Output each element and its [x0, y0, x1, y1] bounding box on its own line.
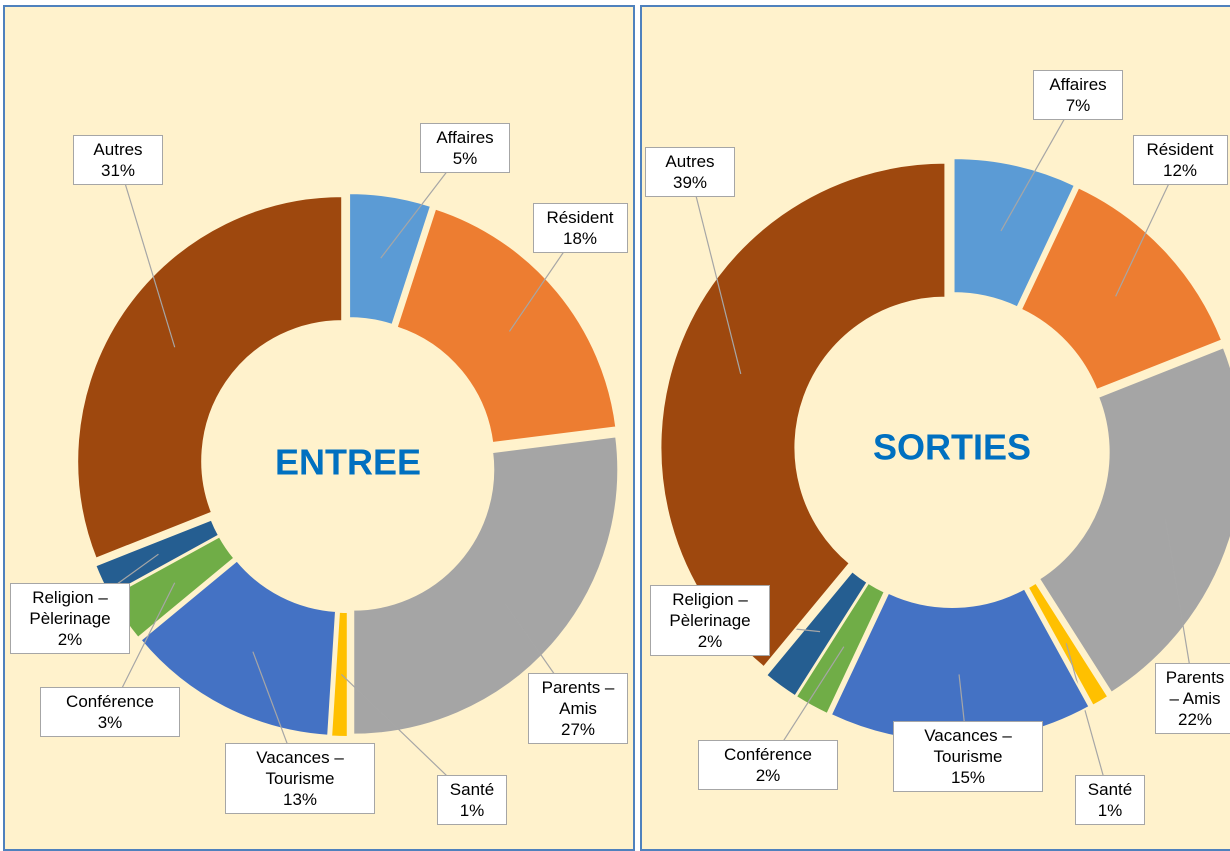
category-label: Résident [546, 208, 614, 227]
value-label: 22% [1177, 709, 1213, 729]
data-label: Vacances – Tourisme 13% [225, 742, 375, 814]
data-label: Affaires 7% [1033, 70, 1123, 120]
slice [1026, 581, 1110, 708]
data-label: Religion – Pèlerinage 2% [10, 582, 130, 654]
value-label: 1% [1097, 801, 1123, 820]
value-label: 18% [562, 229, 598, 248]
category-label: Vacances – Tourisme [256, 747, 344, 788]
slice [330, 610, 349, 738]
category-label: Autres [93, 140, 143, 159]
category-label: Religion – Pèlerinage [29, 587, 111, 628]
data-label: Santé 1% [437, 775, 507, 825]
slice [352, 435, 620, 736]
slice [952, 157, 1077, 309]
category-label: Conférence [66, 692, 154, 711]
category-label: Santé [449, 780, 495, 799]
value-label: 2% [697, 631, 723, 651]
category-label: Affaires [1049, 75, 1107, 94]
value-label: 5% [452, 149, 478, 168]
data-label: Religion – Pèlerinage 2% [650, 584, 770, 656]
category-label: Parents – Amis [1165, 667, 1225, 708]
value-label: 3% [97, 713, 123, 732]
data-label: Santé 1% [1075, 775, 1145, 825]
data-label: Parents – Amis 22% [1155, 662, 1230, 734]
leader-line [1065, 643, 1111, 801]
category-label: Autres [665, 152, 715, 171]
slice [76, 195, 344, 560]
value-label: 13% [282, 789, 318, 809]
slice [395, 207, 618, 445]
value-label: 2% [57, 629, 83, 649]
leader-line [117, 159, 176, 348]
value-label: 7% [1065, 96, 1091, 115]
data-label: Autres 39% [645, 147, 735, 197]
value-label: 39% [672, 173, 708, 192]
value-label: 12% [1162, 161, 1198, 180]
value-label: 1% [459, 801, 485, 820]
category-label: Vacances – Tourisme [924, 725, 1012, 766]
value-label: 2% [755, 766, 781, 785]
slice [1037, 345, 1230, 695]
slice [764, 569, 869, 698]
chart-title: ENTREE [275, 442, 421, 483]
category-label: Religion – Pèlerinage [669, 589, 751, 630]
data-label: Conférence 2% [698, 740, 838, 790]
data-label: Affaires 5% [420, 123, 510, 173]
value-label: 27% [560, 719, 596, 739]
value-label: 15% [950, 767, 986, 787]
leader-line [689, 171, 742, 375]
chart-title: SORTIES [873, 427, 1031, 468]
category-label: Affaires [436, 128, 494, 147]
category-label: Santé [1087, 780, 1133, 799]
data-label: Résident 12% [1132, 135, 1228, 185]
category-label: Parents – Amis [541, 677, 615, 718]
data-label: Résident 18% [532, 203, 628, 253]
data-label: Conférence 3% [40, 687, 180, 737]
slice [1019, 186, 1224, 392]
slice [659, 161, 947, 669]
data-label: Autres 31% [73, 135, 163, 185]
data-label: Vacances – Tourisme 15% [893, 720, 1043, 792]
value-label: 31% [100, 161, 136, 180]
category-label: Conférence [724, 745, 812, 764]
slice [139, 559, 338, 737]
category-label: Résident [1146, 140, 1214, 159]
data-label: Parents – Amis 27% [528, 672, 628, 744]
slice [348, 192, 433, 327]
